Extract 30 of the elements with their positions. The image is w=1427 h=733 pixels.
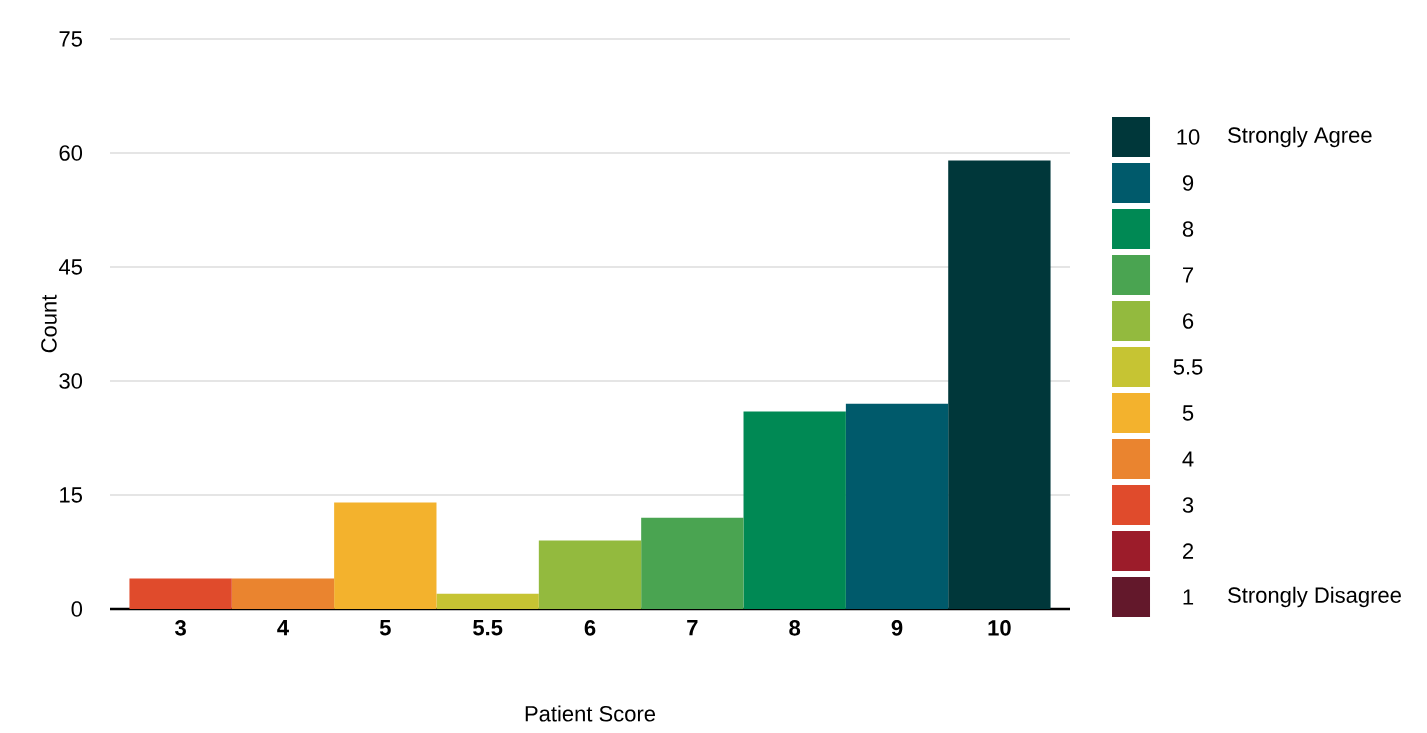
y-tick-label: 60 — [59, 145, 83, 161]
x-tick-label: 8 — [789, 620, 801, 636]
y-tick-label: 75 — [59, 31, 82, 47]
text: Strongly Agree — [1228, 126, 1372, 148]
x-tick-label: 4 — [277, 620, 289, 636]
legend-label: 4 — [1182, 451, 1194, 467]
y-tick-label: 30 — [59, 373, 83, 389]
y-tick-label: 15 — [60, 487, 82, 503]
y-tick-label: 0 — [71, 601, 83, 617]
x-tick-label: 5 — [379, 620, 391, 636]
legend-label: 5 — [1182, 405, 1194, 421]
x-tick-label: 5.5 — [473, 620, 503, 636]
legend-label: 2 — [1183, 543, 1194, 559]
legend-label: 6 — [1183, 313, 1194, 329]
legend-label: 3 — [1182, 497, 1194, 513]
legend-label: 1 — [1183, 589, 1194, 605]
y-tick-label: 45 — [58, 259, 82, 275]
y-axis-title: Count — [41, 294, 57, 353]
legend-label: 7 — [1183, 267, 1194, 283]
legend-label: 5.5 — [1173, 359, 1203, 375]
x-tick-label: 10 — [988, 620, 1011, 636]
x-axis-title: Patient Score — [525, 705, 656, 722]
legend-label: 9 — [1182, 175, 1194, 191]
x-tick-label: 9 — [891, 620, 903, 636]
x-tick-label: 3 — [175, 620, 186, 636]
x-tick-label: 7 — [687, 620, 698, 636]
legend-label: 8 — [1182, 221, 1194, 237]
x-tick-label: 6 — [584, 620, 596, 636]
text: Strongly Disagree — [1228, 586, 1401, 608]
legend-label: 10 — [1177, 129, 1200, 145]
